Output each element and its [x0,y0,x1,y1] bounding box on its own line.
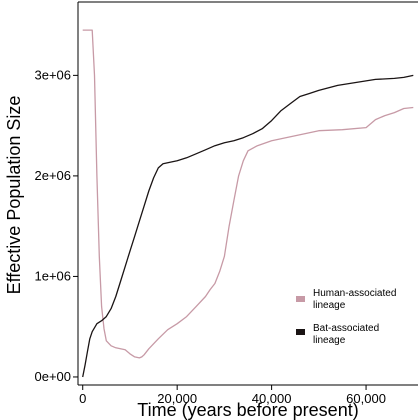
x-tick-label: 40,000 [252,391,292,406]
x-axis-label: Time (years before present) [137,400,358,420]
x-axis-ticks: 0 20,000 40,000 60,000 [79,385,386,406]
legend-label-human-line1: Human-associated [313,288,396,299]
plot-frame [77,1,418,386]
legend-swatch-bat [296,329,305,335]
legend-label-bat: Bat-associated lineage [313,323,382,346]
x-tick-label: 20,000 [157,391,197,406]
legend-label-bat-line2: lineage [313,335,346,346]
series-line-human [82,29,414,359]
y-tick-label: 0e+00 [34,369,71,384]
x-tick-label: 0 [79,391,86,406]
legend-swatch-human [296,296,305,302]
y-axis-ticks: 0e+00 1e+06 2e+06 3e+06 [34,67,78,384]
series-layer [82,29,414,378]
legend-label-bat-line1: Bat-associated [313,323,379,334]
y-axis-label: Effective Population Size [4,96,24,295]
x-tick-label: 60,000 [346,391,386,406]
legend-label-human: Human-associated lineage [313,288,399,311]
y-tick-label: 1e+06 [34,268,71,283]
legend: Human-associated lineage Bat-associated … [296,288,399,346]
y-tick-label: 3e+06 [34,67,71,82]
y-tick-label: 2e+06 [34,168,71,183]
legend-label-human-line2: lineage [313,300,346,311]
series-line-bat [82,74,414,378]
